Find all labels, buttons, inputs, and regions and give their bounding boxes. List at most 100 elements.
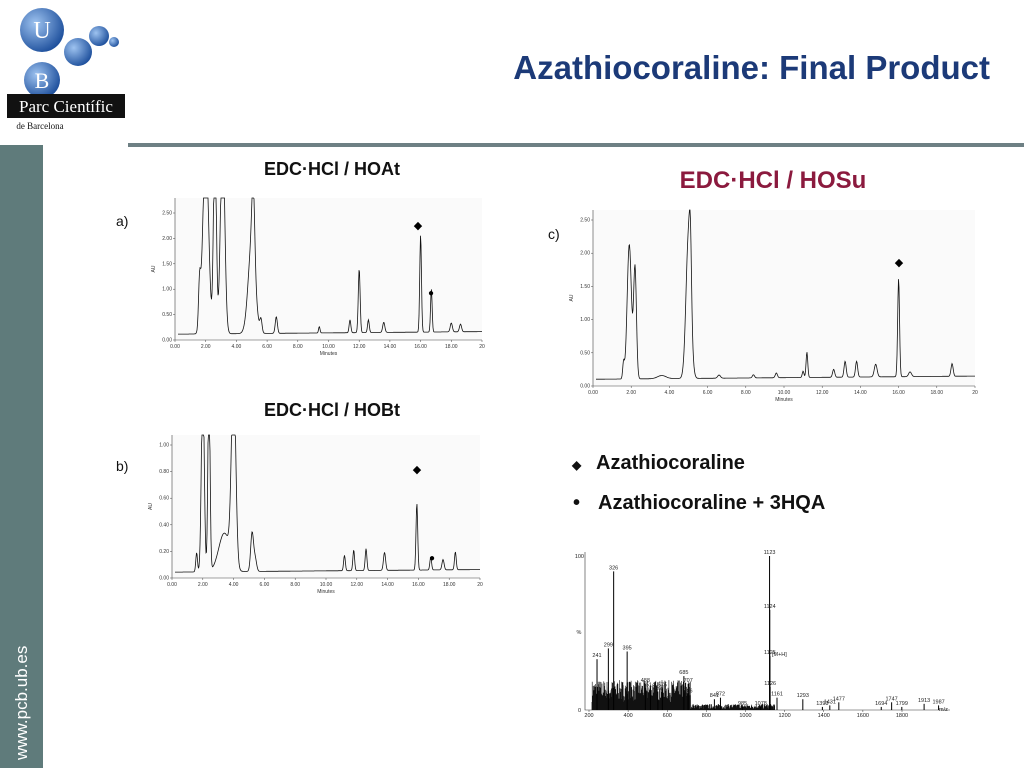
legend: ◆ Azathiocoraline • Azathiocoraline + 3H…: [571, 452, 825, 514]
y-tick-label: 2.50: [580, 218, 590, 224]
axis-label: AU: [148, 503, 154, 510]
x-tick-label: 8.00: [741, 390, 751, 396]
panel-label: c): [548, 226, 560, 242]
axis-label: AU: [569, 294, 575, 301]
x-tick-label: 16.00: [414, 344, 427, 350]
peak-label: 1747: [886, 696, 898, 702]
plot-area: [593, 210, 975, 386]
x-tick-label: 200: [584, 713, 593, 719]
y-tick-label: 0.40: [159, 522, 169, 528]
x-tick-label: 4.00: [229, 582, 239, 588]
x-tick-label: 10.00: [320, 582, 333, 588]
y-tick-label: 0: [578, 708, 581, 714]
x-tick-label: 0.00: [170, 344, 180, 350]
y-tick-label: 0.00: [159, 576, 169, 582]
peak-label: 1126: [764, 681, 776, 687]
peak-label: 985: [738, 701, 747, 707]
peak-label: 685: [679, 670, 688, 676]
peak-label: 707: [684, 678, 693, 684]
x-tick-label: 20: [477, 582, 483, 588]
peak-label: 1078: [755, 701, 767, 707]
y-tick-label: 1.50: [580, 284, 590, 290]
x-tick-label: 2.00: [201, 344, 211, 350]
peak-label: 1694: [875, 701, 887, 707]
chromatogram: EDC·HCl / HOSu c) 0.00 0.50 1.00 1.50 2.00 2.50…: [548, 167, 978, 403]
y-tick-label: 0.60: [159, 496, 169, 502]
peak-marker: ●: [429, 553, 435, 564]
peak-label: 1293: [797, 693, 809, 699]
x-tick-label: 16.00: [892, 390, 905, 396]
x-tick-label: 6.00: [260, 582, 270, 588]
x-tick-label: 8.00: [293, 344, 303, 350]
x-tick-label: 1000: [739, 713, 751, 719]
peak-label: 299: [604, 642, 613, 648]
x-tick-label: 6.00: [262, 344, 272, 350]
axis-label: Minutes: [320, 351, 338, 357]
y-tick-label: 0.00: [580, 384, 590, 390]
x-tick-label: 4.00: [665, 390, 675, 396]
axis-label: Minutes: [775, 397, 793, 403]
peak-label: 1124: [764, 604, 776, 610]
x-tick-label: 800: [702, 713, 711, 719]
panel-label: b): [116, 458, 128, 474]
peak-label: 1913: [918, 698, 930, 704]
x-tick-label: 600: [663, 713, 672, 719]
peak-label: 1393: [816, 701, 828, 707]
x-tick-label: 12.00: [351, 582, 364, 588]
chromatogram: EDC·HCl / HOBt b) 0.00 0.20 0.40 0.60 0.80 1.00…: [116, 400, 483, 595]
peak-label: 841: [710, 693, 719, 699]
x-tick-label: 1600: [857, 713, 869, 719]
annotation: [M+H]: [772, 652, 787, 658]
peak-label: 1125: [764, 650, 776, 656]
trace: [178, 197, 482, 335]
y-tick-label: 2.50: [162, 211, 172, 217]
y-tick-label: 0.00: [162, 338, 172, 344]
x-tick-label: 0.00: [588, 390, 598, 396]
y-tick-label: 0.20: [159, 549, 169, 555]
trace: [596, 209, 975, 380]
y-tick-label: 2.00: [580, 251, 590, 257]
peak-marker: ●: [428, 288, 434, 299]
peak-label: 1123: [764, 550, 776, 556]
axis: [584, 552, 950, 711]
x-tick-label: 18.00: [443, 582, 456, 588]
panel-heading: EDC·HCl / HOSu: [680, 167, 867, 194]
x-tick-label: 12.00: [816, 390, 829, 396]
chromatogram: EDC·HCl / HOAt a) 0.00 0.50 1.00 1.50 2.00 2.50…: [116, 159, 485, 357]
y-tick-label: 0.50: [162, 312, 172, 318]
header-rule: [128, 143, 1024, 147]
peak-label: 395: [623, 645, 632, 651]
x-tick-label: 2.00: [198, 582, 208, 588]
trace: [175, 434, 480, 573]
peak-marker: ◆: [413, 464, 422, 476]
x-tick-label: 12.00: [353, 344, 366, 350]
y-tick-label: 1.50: [162, 261, 172, 267]
x-tick-label: 1800: [896, 713, 908, 719]
plot-area: [175, 198, 482, 340]
spectrum-noise: [591, 680, 775, 710]
peak-label: 706: [683, 689, 692, 695]
peak-marker: ◆: [895, 257, 904, 269]
legend-text: Azathiocoraline + 3HQA: [598, 492, 825, 514]
x-tick-label: 10.00: [322, 344, 335, 350]
axis-label: %: [577, 630, 582, 636]
y-tick-label: 0.50: [580, 350, 590, 356]
panel-heading: EDC·HCl / HOAt: [264, 159, 400, 179]
peak-label: 1431: [824, 699, 836, 705]
legend-text: Azathiocoraline: [596, 452, 745, 474]
legend-symbol: •: [573, 492, 580, 514]
peak-label: 872: [716, 692, 725, 698]
peak-label: 1477: [833, 696, 845, 702]
logo-letter: U: [33, 18, 50, 44]
y-tick-label: 1.00: [580, 317, 590, 323]
peak-marker: ◆: [414, 220, 423, 232]
peak-label: 326: [609, 565, 618, 571]
y-tick-label: 2.00: [162, 236, 172, 242]
sidebar-url: www.pcb.ub.es: [12, 646, 31, 761]
panel-label: a): [116, 213, 128, 229]
x-tick-label: 2.00: [626, 390, 636, 396]
plot-area: [172, 435, 480, 578]
peak-label: 575: [658, 682, 667, 688]
